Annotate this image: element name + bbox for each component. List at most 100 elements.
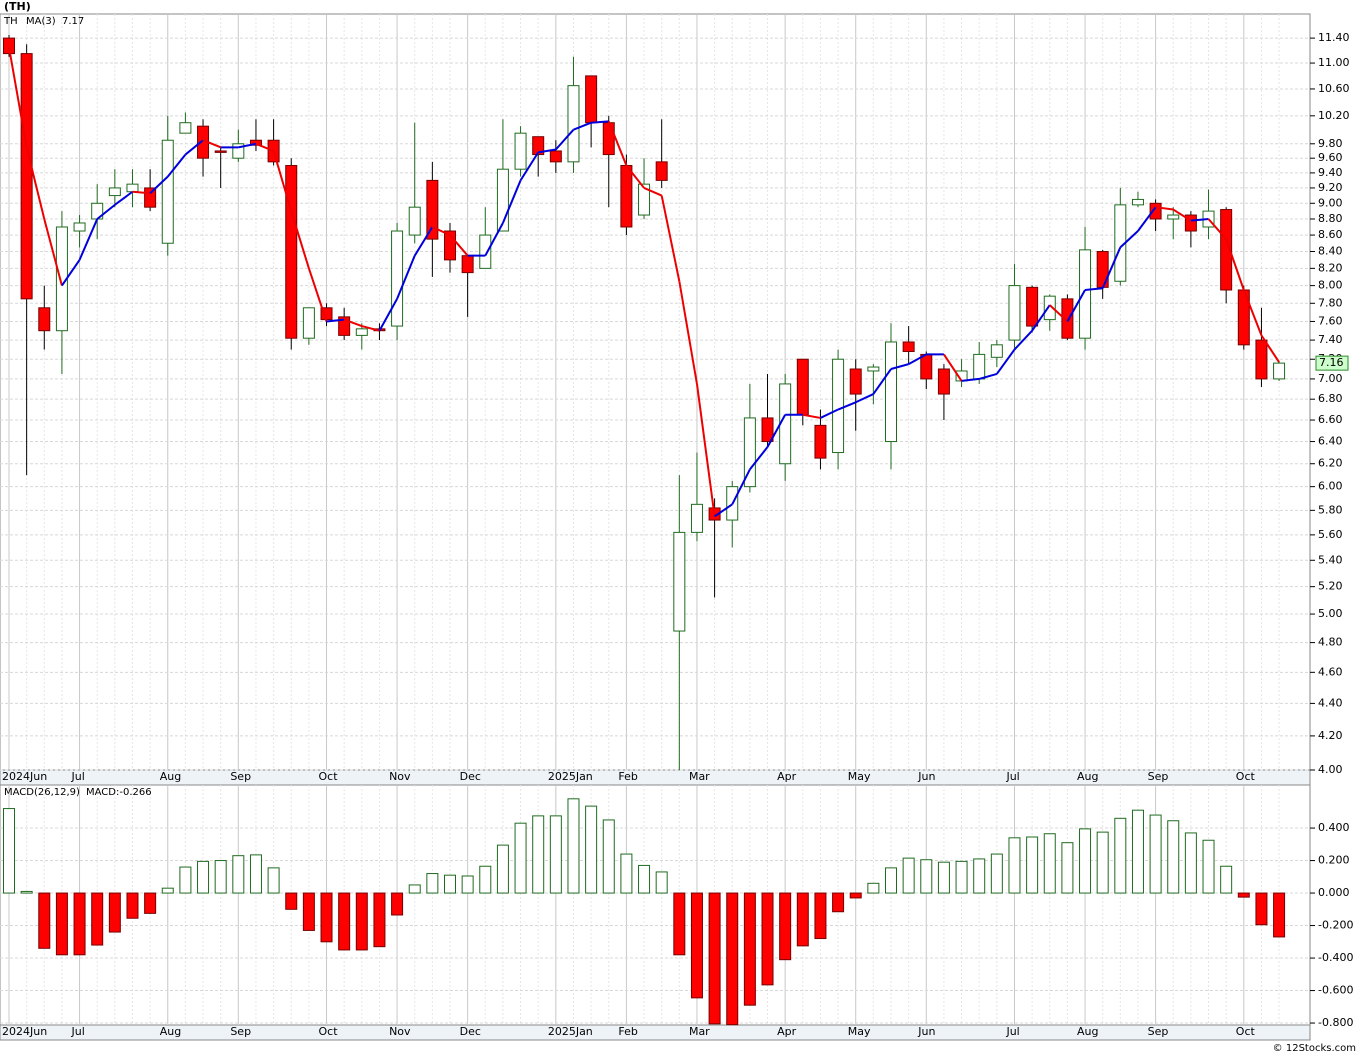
candle-body [1273,362,1286,380]
macd-bar [514,822,527,894]
y-tick-label: 0.000 [1318,886,1350,899]
macd-bar [726,892,739,1026]
macd-bar [1096,831,1109,894]
x-tick-label: May [848,770,871,783]
ma-segment [484,222,504,257]
macd-bar [638,864,651,894]
macd-bar [232,855,245,894]
candle-body [1167,214,1180,220]
macd-bar [920,859,933,894]
y-tick-label: 6.60 [1318,413,1343,426]
macd-legend: MACD:-0.266 [86,787,152,798]
macd-bar [867,882,880,894]
ma-segment [396,255,416,300]
macd-bar [444,874,456,894]
ma-segment [943,353,963,382]
candle-body [832,358,845,454]
macd-bar [249,854,262,894]
macd-bar [373,892,386,948]
candle-body [73,222,86,232]
x-tick-label: Sep [1148,1025,1169,1038]
x-tick-label: Nov [389,770,411,783]
y-tick-label: 8.40 [1318,245,1343,258]
last-price-tag [1315,355,1349,371]
candle-body [38,307,51,332]
macd-bar [620,853,633,894]
macd-bar [990,853,1003,894]
ma-segment [1049,304,1069,323]
macd-bar [179,866,192,894]
ma-segment [431,226,451,236]
macd-bar [285,892,298,910]
macd-bar [302,892,315,931]
ma-segment [96,204,116,220]
macd-bar [567,798,580,894]
macd-bar [937,861,950,894]
y-tick-label: 5.80 [1318,503,1343,516]
candle-body [391,230,404,327]
y-tick-label: -0.400 [1318,951,1353,964]
macd-bar [814,892,827,940]
ma-segment [78,218,99,261]
macd-bar [73,892,86,956]
x-tick-label: Aug [160,1025,181,1038]
y-tick-label: 5.40 [1318,553,1343,566]
y-tick-label: 11.00 [1318,56,1350,69]
candle-body [1079,249,1092,339]
macd-bar [973,858,986,894]
macd-bar [832,892,845,913]
x-tick-label: Apr [777,770,797,783]
x-tick-label: Sep [230,770,251,783]
macd-bar [126,892,139,919]
macd-bar [1061,842,1074,894]
y-tick-label: 6.40 [1318,435,1343,448]
ma-segment [1155,206,1174,211]
macd-bar [1043,833,1056,894]
candle-body [673,531,686,632]
y-tick-label: 7.40 [1318,333,1343,346]
macd-bar [391,892,404,916]
macd-bar [1167,820,1180,894]
ma-segment [538,148,557,154]
legend-name: MA(3) [26,16,56,27]
x-tick-label: Oct [1236,770,1256,783]
x-tick-label: Dec [460,770,481,783]
candle-body [302,307,315,339]
candle-body [796,358,809,416]
candle-body [126,183,139,193]
candle-body [638,183,651,216]
ma-segment [519,151,540,181]
candle-body [285,165,298,339]
y-tick-label: 5.00 [1318,607,1343,620]
x-tick-label: Aug [1077,1025,1098,1038]
candle-body [849,368,862,395]
macd-bar [655,871,668,894]
candle-body [249,139,262,146]
y-tick-label: 5.20 [1318,580,1343,593]
ma-segment [43,218,63,286]
legend-symbol: TH [3,16,18,27]
ma-segment [591,120,609,124]
ma-segment [1242,289,1263,336]
ma-segment [749,446,769,471]
credit: © 12Stocks.com [1273,1043,1356,1054]
x-tick-label: Feb [618,1025,637,1038]
y-tick-label: 9.60 [1318,151,1343,164]
x-tick-label: Aug [1077,770,1098,783]
macd-bar [902,857,915,894]
y-tick-label: 4.40 [1318,696,1343,709]
y-tick-label: -0.800 [1318,1016,1353,1029]
x-tick-label: 2024Jun [2,1025,47,1038]
x-tick-label: Jun [917,770,935,783]
ma-segment [996,349,1016,375]
candle-body [990,344,1003,358]
macd-bar [796,892,809,947]
y-tick-label: 8.80 [1318,212,1343,225]
ma-segment [1225,238,1245,291]
ma-segment [166,153,187,178]
candle-body [144,187,157,208]
candle-body [1184,214,1197,232]
ma-segment [961,377,980,382]
candle-body [514,132,527,170]
candle-body [549,150,562,163]
